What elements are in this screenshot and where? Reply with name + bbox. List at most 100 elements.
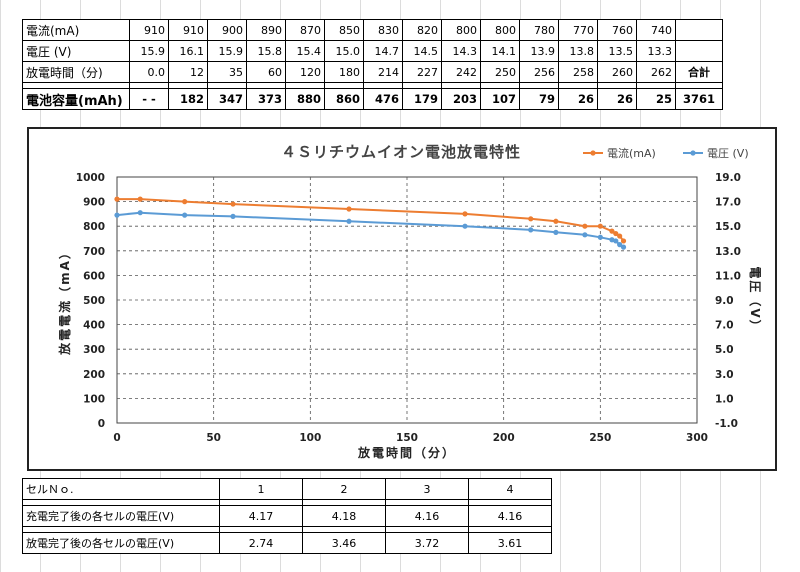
- data-cell[interactable]: 900: [207, 19, 247, 41]
- row-header-cell[interactable]: 電圧 (V): [22, 40, 130, 62]
- data-cell[interactable]: 910: [168, 19, 208, 41]
- data-cell[interactable]: 13.9: [519, 40, 559, 62]
- series-0-point: [609, 228, 615, 234]
- series-1-point: [597, 234, 603, 240]
- data-cell[interactable]: 2.74: [219, 532, 303, 554]
- column-header-cell[interactable]: 1: [219, 478, 303, 500]
- cell-voltage-table: セルＮｏ. 1 2 3 4 充電完了後の各セルの電圧(V) 4.17 4.18 4.16 4.16…: [22, 478, 552, 554]
- row-header-cell[interactable]: 放電時間（分): [22, 61, 130, 83]
- data-cell[interactable]: 3.46: [302, 532, 386, 554]
- data-cell[interactable]: 250: [480, 61, 520, 83]
- data-cell[interactable]: 60: [246, 61, 286, 83]
- row-header-cell[interactable]: 電流(mA): [22, 19, 130, 41]
- capacity-cell[interactable]: 203: [441, 88, 481, 110]
- data-cell[interactable]: 770: [558, 19, 598, 41]
- data-cell[interactable]: 262: [636, 61, 676, 83]
- data-cell[interactable]: 800: [480, 19, 520, 41]
- row-header-cell[interactable]: 電池容量(mAh): [22, 88, 130, 110]
- data-cell[interactable]: 15.0: [324, 40, 364, 62]
- data-cell[interactable]: 3.61: [468, 532, 552, 554]
- capacity-cell[interactable]: 347: [207, 88, 247, 110]
- total-cell[interactable]: [675, 19, 723, 41]
- data-cell[interactable]: 256: [519, 61, 559, 83]
- data-cell[interactable]: 15.9: [129, 40, 169, 62]
- column-header-cell[interactable]: 3: [385, 478, 469, 500]
- data-cell[interactable]: 14.3: [441, 40, 481, 62]
- capacity-row: 電池容量(mAh) - -182 347 373 880 860 476 179 203 107 7…: [22, 88, 723, 110]
- capacity-cell[interactable]: 25: [636, 88, 676, 110]
- data-cell[interactable]: 13.3: [636, 40, 676, 62]
- series-1-point: [620, 244, 627, 250]
- capacity-cell[interactable]: 26: [597, 88, 637, 110]
- data-cell[interactable]: 740: [636, 19, 676, 41]
- capacity-total-cell[interactable]: 3761: [675, 88, 723, 110]
- capacity-cell[interactable]: 476: [363, 88, 403, 110]
- data-cell[interactable]: 214: [363, 61, 403, 83]
- data-cell[interactable]: 4.17: [219, 505, 303, 527]
- column-header-cell[interactable]: 2: [302, 478, 386, 500]
- data-cell[interactable]: 12: [168, 61, 208, 83]
- y2-axis-label: 電圧（V）: [748, 266, 763, 333]
- data-cell[interactable]: 820: [402, 19, 442, 41]
- data-cell[interactable]: 780: [519, 19, 559, 41]
- series-0-point: [613, 230, 619, 237]
- data-cell[interactable]: 870: [285, 19, 325, 41]
- data-cell[interactable]: 4.18: [302, 505, 386, 527]
- series-1-point: [613, 238, 619, 244]
- data-cell[interactable]: 4.16: [468, 505, 552, 527]
- data-cell[interactable]: 120: [285, 61, 325, 83]
- data-cell[interactable]: 13.8: [558, 40, 598, 62]
- chart-title: ４Ｓリチウムイオン電池放電特性: [281, 143, 521, 161]
- data-cell[interactable]: 800: [441, 19, 481, 41]
- data-cell[interactable]: 850: [324, 19, 364, 41]
- data-cell[interactable]: 180: [324, 61, 364, 83]
- data-cell[interactable]: 830: [363, 19, 403, 41]
- data-cell[interactable]: 242: [441, 61, 481, 83]
- row-header-cell[interactable]: セルＮｏ.: [22, 478, 220, 500]
- data-cell[interactable]: 16.1: [168, 40, 208, 62]
- data-cell[interactable]: 15.8: [246, 40, 286, 62]
- y2-tick-label: -1.0: [715, 418, 738, 430]
- series-1-point: [462, 223, 468, 229]
- row-header-cell[interactable]: 放電完了後の各セルの電圧(V): [22, 532, 220, 554]
- capacity-cell[interactable]: 26: [558, 88, 598, 110]
- series-0-point: [617, 233, 623, 239]
- discharge-data-table: 電流(mA) 910 910 900 890 870 850 830 820 800 800 780 7…: [22, 19, 723, 110]
- capacity-cell[interactable]: 182: [168, 88, 208, 110]
- capacity-cell[interactable]: 179: [402, 88, 442, 110]
- data-cell[interactable]: 890: [246, 19, 286, 41]
- data-cell[interactable]: 35: [207, 61, 247, 83]
- data-cell[interactable]: 4.16: [385, 505, 469, 527]
- data-cell[interactable]: 258: [558, 61, 598, 83]
- data-cell[interactable]: 0.0: [129, 61, 169, 83]
- chart-frame[interactable]: 0 100 200 300 400 500 600 700 800 900 1000 -1.0 1.0 3…: [27, 127, 777, 471]
- total-cell[interactable]: [675, 40, 723, 62]
- y2-tick-label: 11.0: [715, 270, 741, 282]
- table-row: 電流(mA) 910 910 900 890 870 850 830 820 800 800 780 7…: [22, 19, 723, 41]
- data-cell[interactable]: 15.4: [285, 40, 325, 62]
- data-cell[interactable]: 15.9: [207, 40, 247, 62]
- data-cell[interactable]: 14.7: [363, 40, 403, 62]
- capacity-cell[interactable]: 107: [480, 88, 520, 110]
- data-cell[interactable]: 910: [129, 19, 169, 41]
- data-cell[interactable]: 14.1: [480, 40, 520, 62]
- data-cell[interactable]: 227: [402, 61, 442, 83]
- y2-tick-label: 17.0: [715, 197, 741, 209]
- capacity-cell[interactable]: - -: [129, 88, 169, 110]
- data-cell[interactable]: 260: [597, 61, 637, 83]
- capacity-cell[interactable]: 860: [324, 88, 364, 110]
- column-header-cell[interactable]: 4: [468, 478, 552, 500]
- series-1-point: [346, 218, 352, 224]
- capacity-cell[interactable]: 880: [285, 88, 325, 110]
- series-0-point: [597, 223, 603, 229]
- table-row: 放電時間（分) 0.0 12 35 60 120 180 214 227 242 250 256 258…: [22, 61, 723, 83]
- data-cell[interactable]: 3.72: [385, 532, 469, 554]
- capacity-cell[interactable]: 373: [246, 88, 286, 110]
- row-header-cell[interactable]: 充電完了後の各セルの電圧(V): [22, 505, 220, 527]
- total-cell[interactable]: 合計: [675, 61, 723, 83]
- data-cell[interactable]: 760: [597, 19, 637, 41]
- data-cell[interactable]: 14.5: [402, 40, 442, 62]
- y-tick-label: 1000: [76, 172, 105, 184]
- data-cell[interactable]: 13.5: [597, 40, 637, 62]
- capacity-cell[interactable]: 79: [519, 88, 559, 110]
